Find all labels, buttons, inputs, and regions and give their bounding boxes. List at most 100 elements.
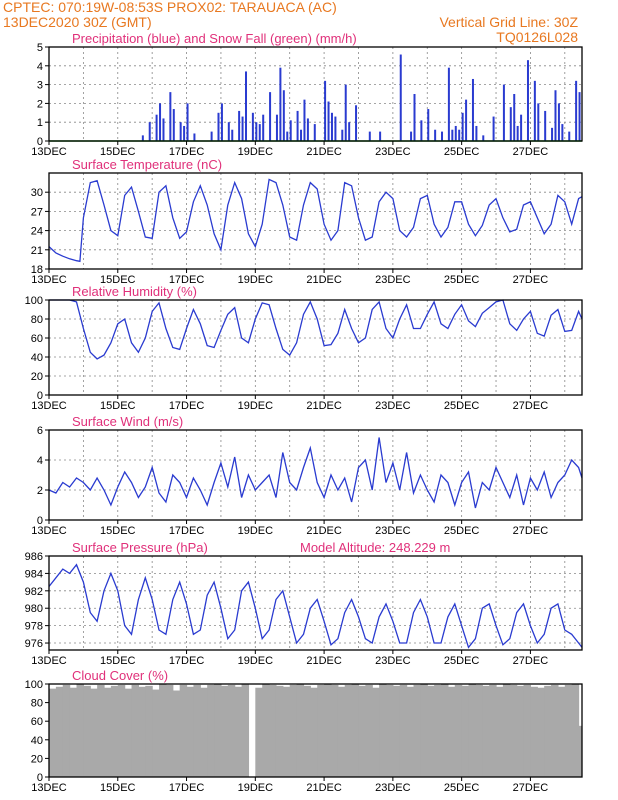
cloud-bar <box>317 684 325 777</box>
x-tick-label: 17DEC <box>169 274 205 286</box>
precip-bar <box>526 60 529 141</box>
precip-bar <box>262 114 265 141</box>
cloud-bar <box>337 686 346 777</box>
y-tick-label: 100 <box>25 295 43 307</box>
cloud-bar <box>165 684 174 777</box>
cloud-bar <box>104 687 112 777</box>
precip-bar <box>578 92 581 141</box>
precip-bar <box>306 118 309 141</box>
cloud-bar <box>413 684 421 777</box>
y-tick-label: 4 <box>37 61 43 73</box>
header-grid-line-note: Vertical Grid Line: 30Z <box>439 14 578 30</box>
cloud-bar <box>530 686 538 777</box>
cloud-bar <box>76 684 84 777</box>
precip-bar <box>220 103 223 141</box>
x-tick-label: 15DEC <box>100 655 136 667</box>
y-tick-label: 0 <box>37 390 43 402</box>
cloud-bar <box>207 684 215 777</box>
y-tick-label: 2 <box>37 485 43 497</box>
precip-bar <box>303 99 306 141</box>
x-tick-label: 25DEC <box>444 655 480 667</box>
panel-title: Surface Wind (m/s) <box>72 414 183 429</box>
precip-bar <box>537 103 540 141</box>
y-tick-label: 100 <box>25 679 43 691</box>
y-tick-label: 40 <box>31 352 43 364</box>
precip-bar <box>557 103 560 141</box>
x-tick-label: 17DEC <box>169 400 205 412</box>
cloud-bar <box>193 684 201 777</box>
cloud-bar <box>385 684 394 777</box>
panel-title: Surface Pressure (hPa) <box>72 540 208 555</box>
cloud-bar <box>502 684 511 777</box>
precip-bar <box>210 131 213 141</box>
x-tick-label: 27DEC <box>513 146 549 158</box>
cloud-bar <box>234 686 243 777</box>
cloud-bar <box>138 686 146 777</box>
x-tick-label: 17DEC <box>169 655 205 667</box>
precip-bar <box>172 109 175 141</box>
y-tick-label: 5 <box>37 42 43 54</box>
y-tick-label: 0 <box>37 515 43 527</box>
precip-bar <box>379 131 382 141</box>
cloud-bar <box>434 684 442 777</box>
precip-bar <box>561 124 564 141</box>
precip-bar <box>186 103 189 141</box>
y-tick-label: 20 <box>31 753 43 765</box>
panel-title: Surface Temperature (nC) <box>72 157 222 172</box>
precip-bar <box>334 116 337 141</box>
x-tick-label: 19DEC <box>238 655 274 667</box>
precip-bar <box>183 125 186 141</box>
precip-bar <box>471 78 474 141</box>
precip-bar <box>217 112 220 141</box>
x-tick-label: 21DEC <box>306 146 342 158</box>
panel-4: 976 978 980 982 984 986 13DEC 15DEC 17DEC 19DEC 21… <box>25 540 583 667</box>
x-tick-label: 19DEC <box>238 400 274 412</box>
x-tick-label: 15DEC <box>100 525 136 537</box>
x-tick-label: 21DEC <box>306 400 342 412</box>
precip-bar <box>296 110 299 141</box>
x-tick-label: 15DEC <box>100 146 136 158</box>
panel-title: Relative Humidity (%) <box>72 284 197 299</box>
panel-2: 0 20 40 60 80 100 13DEC 15DEC 17DEC 19DEC 21DEC 23D… <box>25 284 583 412</box>
x-tick-label: 17DEC <box>169 782 205 794</box>
cloud-bar <box>523 684 532 777</box>
x-tick-label: 23DEC <box>375 525 411 537</box>
y-tick-label: 6 <box>37 425 43 437</box>
precip-bar <box>544 110 547 141</box>
cloud-bar <box>358 685 366 777</box>
precip-bar <box>348 122 351 141</box>
panel-frame <box>48 46 583 142</box>
x-tick-label: 27DEC <box>513 655 549 667</box>
cloud-bar <box>551 684 559 777</box>
cloud-bar <box>372 687 380 777</box>
cloud-bar <box>571 684 580 777</box>
x-tick-label: 15DEC <box>100 274 136 286</box>
x-tick-label: 21DEC <box>306 782 342 794</box>
panel-title: Precipitation (blue) and Snow Fall (gree… <box>72 31 357 46</box>
cloud-bar <box>289 684 298 777</box>
precip-bar <box>238 110 241 141</box>
x-tick-label: 13DEC <box>31 146 67 158</box>
cloud-bar <box>310 687 318 777</box>
precip-bar <box>458 129 461 141</box>
x-tick-label: 13DEC <box>31 274 67 286</box>
precip-bar <box>341 129 344 141</box>
precip-bar <box>227 122 230 141</box>
precip-bar <box>231 129 234 141</box>
precip-bar <box>441 131 444 141</box>
cloud-bar <box>83 685 91 777</box>
x-tick-label: 13DEC <box>31 525 67 537</box>
precip-bar <box>568 131 571 141</box>
precip-bar <box>255 122 258 141</box>
header-date-line: 13DEC2020 30Z (GMT) <box>3 14 152 30</box>
series-line <box>48 563 583 649</box>
x-tick-label: 19DEC <box>238 782 274 794</box>
cloud-bar <box>564 684 573 777</box>
precip-bar <box>551 127 554 141</box>
cloud-bar <box>482 685 490 777</box>
precip-bar <box>279 67 282 141</box>
x-tick-label: 19DEC <box>238 146 274 158</box>
x-tick-label: 25DEC <box>444 274 480 286</box>
precip-bar <box>427 109 430 141</box>
